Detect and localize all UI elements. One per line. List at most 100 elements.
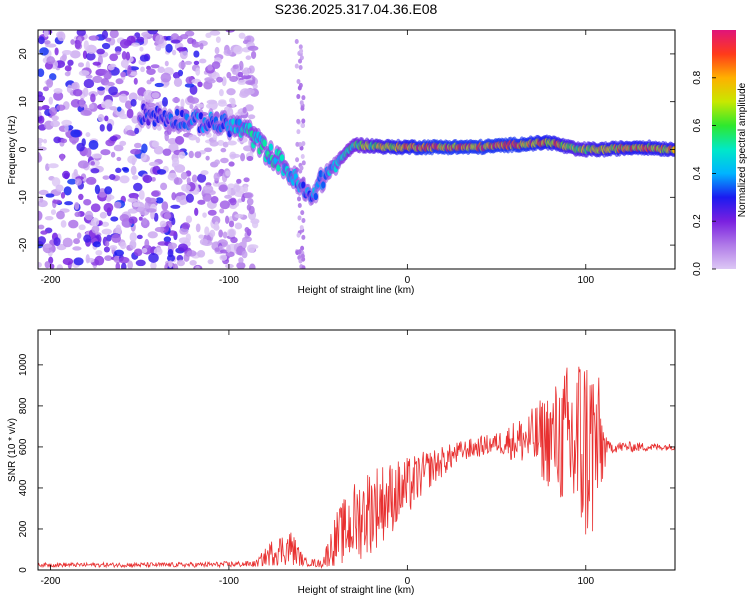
- colorbar-tick-label: 0.2: [692, 214, 703, 228]
- spectrogram-x-tick-label: 100: [577, 275, 594, 286]
- spectrogram-noise-cell: [127, 260, 133, 269]
- spectrogram-noise-cell: [179, 200, 186, 206]
- spectrogram-noise-cell: [298, 65, 303, 71]
- spectrogram-noise-cell: [83, 198, 92, 206]
- spectrogram-noise-cell: [241, 250, 248, 259]
- chart-title: S236.2025.317.04.36.E08: [275, 1, 438, 17]
- spectrogram-noise-cell: [126, 108, 134, 119]
- spectrogram-noise-cell: [197, 173, 207, 183]
- spectrogram-noise-cell: [189, 260, 197, 266]
- spectrogram-noise-cell: [214, 46, 220, 55]
- spectrogram-noise-cell: [46, 43, 57, 48]
- spectrogram-noise-cell: [40, 230, 48, 235]
- spectrogram-noise-cell: [44, 215, 54, 221]
- spectrogram-noise-cell: [136, 234, 143, 240]
- spectrogram-noise-cell: [195, 67, 201, 76]
- spectrogram-noise-cell: [186, 177, 191, 185]
- spectrogram-noise-cell: [218, 89, 224, 97]
- spectrogram-noise-cell: [180, 98, 185, 109]
- spectrogram-noise-cell: [237, 71, 244, 78]
- spectrogram-x-tick-label: -200: [40, 275, 60, 286]
- spectrogram-noise-cell: [147, 231, 158, 239]
- spectrogram-noise-cell: [109, 135, 118, 142]
- spectrogram-noise-cell: [109, 174, 116, 181]
- spectrogram-noise-cell: [236, 261, 246, 269]
- spectrogram-noise-cell: [154, 227, 165, 233]
- spectrogram-noise-cell: [77, 62, 85, 68]
- spectrogram-noise-cell: [74, 211, 81, 217]
- spectrogram-noise-cell: [301, 218, 306, 224]
- spectrogram-noise-cell: [220, 147, 227, 153]
- spectrogram-noise-cell: [105, 84, 110, 92]
- spectrogram-noise-cell: [189, 104, 194, 110]
- spectrogram-noise-cell: [51, 115, 60, 121]
- spectrogram-noise-cell: [151, 190, 160, 197]
- spectrogram-noise-cell: [104, 186, 113, 195]
- spectrogram-noise-cell: [170, 39, 181, 44]
- spectrogram-noise-cell: [163, 212, 171, 220]
- spectrogram-noise-cell: [76, 30, 86, 37]
- spectrogram-noise-cell: [124, 100, 133, 110]
- spectrogram-noise-cell: [218, 184, 228, 192]
- spectrogram-noise-cell: [68, 219, 79, 229]
- spectrogram-ridge-cell: [321, 181, 326, 189]
- spectrogram-noise-cell: [168, 260, 173, 268]
- spectrogram-noise-cell: [300, 210, 305, 216]
- spectrogram-noise-cell: [76, 232, 82, 239]
- spectrogram-noise-cell: [38, 36, 45, 45]
- spectrogram-noise-cell: [217, 139, 225, 147]
- spectrogram-noise-cell: [118, 256, 130, 264]
- spectrogram-noise-cell: [76, 142, 85, 152]
- colorbar-bar: [712, 30, 736, 269]
- spectrogram-noise-cell: [177, 243, 188, 252]
- spectrogram-noise-cell: [245, 80, 256, 86]
- spectrogram-noise-cell: [38, 94, 46, 102]
- spectrogram-noise-cell: [96, 48, 105, 55]
- spectrogram-noise-cell: [294, 38, 299, 44]
- spectrogram-noise-cell: [153, 212, 159, 222]
- spectrogram-noise-cell: [106, 123, 113, 132]
- spectrogram-noise-cell: [141, 143, 148, 154]
- spectrogram-noise-cell: [82, 87, 89, 97]
- spectrogram-noise-cell: [188, 150, 194, 159]
- spectrogram-noise-cell: [78, 193, 84, 201]
- spectrogram-ridge-cell: [174, 108, 180, 116]
- spectrogram-noise-cell: [297, 85, 302, 91]
- spectrogram-noise-cell: [195, 265, 201, 269]
- spectrogram-noise-cell: [205, 32, 212, 39]
- spectrogram-noise-cell: [300, 105, 305, 111]
- spectrogram-noise-cell: [126, 129, 135, 136]
- spectrogram-noise-cell: [39, 195, 44, 203]
- spectrogram-noise-cell: [172, 97, 181, 103]
- spectrogram-noise-cell: [198, 234, 205, 239]
- spectrogram-noise-cell: [202, 184, 214, 194]
- spectrogram-noise-cell: [92, 61, 101, 66]
- spectrogram-noise-cell: [133, 142, 142, 149]
- spectrogram-noise-cell: [227, 186, 232, 197]
- spectrogram-noise-cell: [178, 151, 186, 159]
- spectrogram-noise-cell: [64, 65, 72, 72]
- spectrogram-noise-cell: [165, 43, 173, 53]
- colorbar-ticks: 0.0 0.2 0.4 0.6 0.8: [692, 70, 716, 276]
- spectrogram-noise-cell: [296, 129, 301, 135]
- spectrogram-y-tick-label: 20: [18, 48, 29, 60]
- spectrogram-noise-cell: [140, 152, 147, 162]
- spectrogram-noise-cell: [62, 237, 73, 248]
- snr-y-label: SNR (10 * v/v): [7, 418, 18, 482]
- spectrogram-noise-cell: [62, 257, 74, 266]
- spectrogram-noise-cell: [125, 51, 131, 61]
- spectrogram-noise-cell: [129, 71, 138, 77]
- spectrogram-noise-cell: [193, 60, 200, 65]
- spectrogram-noise-cell: [244, 227, 250, 233]
- spectrogram-noise-cell: [181, 222, 191, 230]
- spectrogram-noise-cell: [194, 151, 202, 159]
- spectrogram-noise-cell: [294, 63, 299, 69]
- snr-x-tick-label: 100: [577, 576, 594, 587]
- spectrogram-noise-cell: [300, 154, 305, 160]
- spectrogram-noise-cell: [184, 60, 193, 65]
- spectrogram-noise-cell: [163, 236, 172, 243]
- spectrogram-noise-cell: [150, 64, 160, 69]
- snr-x-tick-label: -100: [219, 576, 239, 587]
- spectrogram-noise-cell: [195, 136, 201, 144]
- spectrogram-noise-cell: [115, 224, 122, 235]
